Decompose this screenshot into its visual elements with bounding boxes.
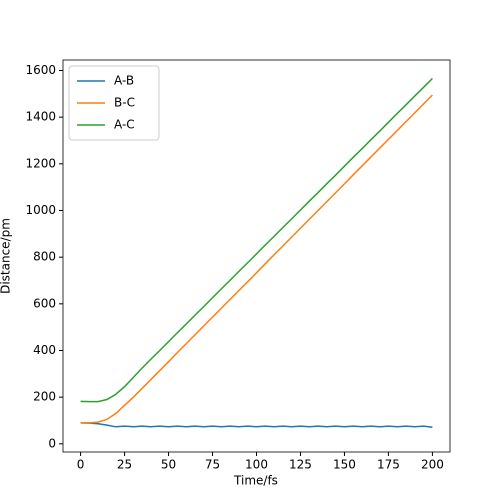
legend-box xyxy=(68,65,160,141)
y-tick-label: 1400 xyxy=(25,110,56,124)
legend-label: A-C xyxy=(114,118,135,132)
y-tick-label: 800 xyxy=(33,250,56,264)
y-tick-label: 200 xyxy=(33,390,56,404)
x-tick-label: 150 xyxy=(333,458,356,472)
x-tick-label: 125 xyxy=(289,458,312,472)
y-axis-label: Distance/pm xyxy=(0,218,13,294)
x-tick-label: 175 xyxy=(377,458,400,472)
line xyxy=(80,94,433,424)
line xyxy=(80,77,433,403)
y-tick-label: 0 xyxy=(48,436,56,450)
line xyxy=(80,422,433,429)
legend-label: A-B xyxy=(114,74,134,88)
x-tick-label: 25 xyxy=(117,458,132,472)
x-tick-label: 200 xyxy=(421,458,444,472)
y-tick-label: 1000 xyxy=(25,203,56,217)
y-tick-label: 400 xyxy=(33,343,56,357)
legend-label: B-C xyxy=(114,96,135,110)
plot-frame xyxy=(62,59,451,453)
y-tick-label: 600 xyxy=(33,296,56,310)
y-tick-label: 1600 xyxy=(25,63,56,77)
x-tick-label: 100 xyxy=(245,458,268,472)
x-tick-label: 75 xyxy=(205,458,220,472)
x-axis-label: Time/fs xyxy=(233,474,278,488)
x-tick-label: 0 xyxy=(77,458,85,472)
x-tick-label: 50 xyxy=(161,458,176,472)
y-tick-label: 1200 xyxy=(25,156,56,170)
